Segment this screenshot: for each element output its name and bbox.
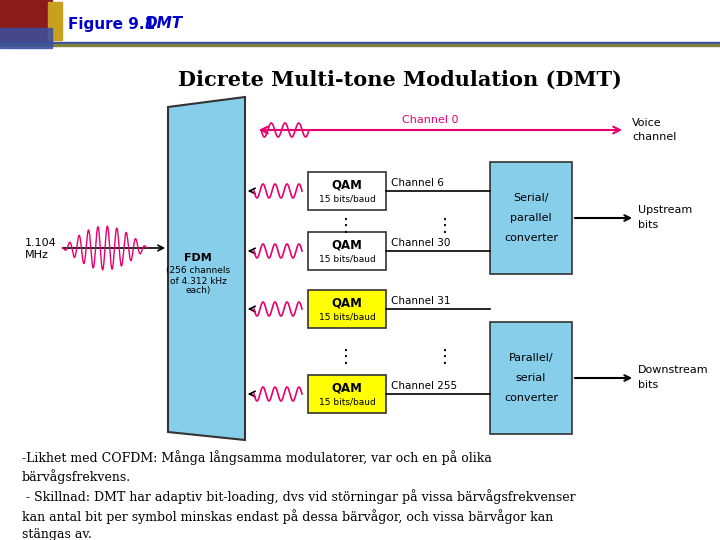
Bar (308, 172, 386, 210)
Text: 1.104: 1.104 (25, 238, 57, 248)
FancyBboxPatch shape (490, 162, 572, 274)
Text: parallel: parallel (510, 213, 552, 223)
Text: Serial/: Serial/ (513, 193, 549, 203)
Bar (308, 232, 386, 270)
Text: ⋮: ⋮ (436, 217, 454, 235)
Text: Channel 6: Channel 6 (391, 178, 444, 188)
Text: of 4.312 kHz: of 4.312 kHz (170, 276, 226, 286)
Text: Channel 0: Channel 0 (402, 115, 458, 125)
Bar (308, 290, 386, 328)
Bar (308, 375, 386, 413)
Text: channel: channel (632, 132, 676, 142)
Polygon shape (168, 97, 245, 440)
Text: ⋮: ⋮ (436, 348, 454, 366)
Text: Downstream: Downstream (638, 365, 708, 375)
Text: 15 bits/baud: 15 bits/baud (319, 195, 375, 204)
Text: converter: converter (504, 233, 558, 243)
Bar (0, 44, 720, 46)
Text: Dicrete Multi-tone Modulation (DMT): Dicrete Multi-tone Modulation (DMT) (178, 70, 622, 90)
Text: ⋮: ⋮ (337, 217, 355, 235)
Text: FDM: FDM (184, 253, 212, 263)
Text: DMT: DMT (145, 17, 183, 31)
Text: QAM: QAM (332, 297, 362, 310)
Text: ⋮: ⋮ (337, 348, 355, 366)
Text: 15 bits/baud: 15 bits/baud (319, 313, 375, 322)
Text: converter: converter (504, 393, 558, 403)
Text: each): each) (185, 287, 211, 295)
Bar (0, 28, 52, 48)
Text: Figure 9.1: Figure 9.1 (68, 17, 155, 31)
Text: QAM: QAM (332, 239, 362, 252)
Bar (0, 0, 52, 42)
Text: bits: bits (638, 220, 658, 230)
Bar (48, 2, 62, 40)
Text: Upstream: Upstream (638, 205, 692, 215)
Text: 15 bits/baud: 15 bits/baud (319, 255, 375, 264)
FancyBboxPatch shape (490, 322, 572, 434)
Text: Channel 31: Channel 31 (391, 296, 451, 306)
Text: QAM: QAM (332, 382, 362, 395)
Text: MHz: MHz (25, 250, 49, 260)
Text: (256 channels: (256 channels (166, 266, 230, 274)
Text: Parallel/: Parallel/ (509, 353, 553, 363)
Text: Channel 30: Channel 30 (391, 238, 451, 248)
Text: 15 bits/baud: 15 bits/baud (319, 398, 375, 407)
Text: bits: bits (638, 380, 658, 390)
Text: serial: serial (516, 373, 546, 383)
Text: QAM: QAM (332, 179, 362, 192)
Text: -Likhet med COFDM: Många långsamma modulatorer, var och en på olika
bärvågsfrekv: -Likhet med COFDM: Många långsamma modul… (22, 450, 575, 540)
Text: Voice: Voice (632, 118, 662, 128)
Bar (0, 42, 720, 44)
Text: Channel 255: Channel 255 (391, 381, 457, 391)
